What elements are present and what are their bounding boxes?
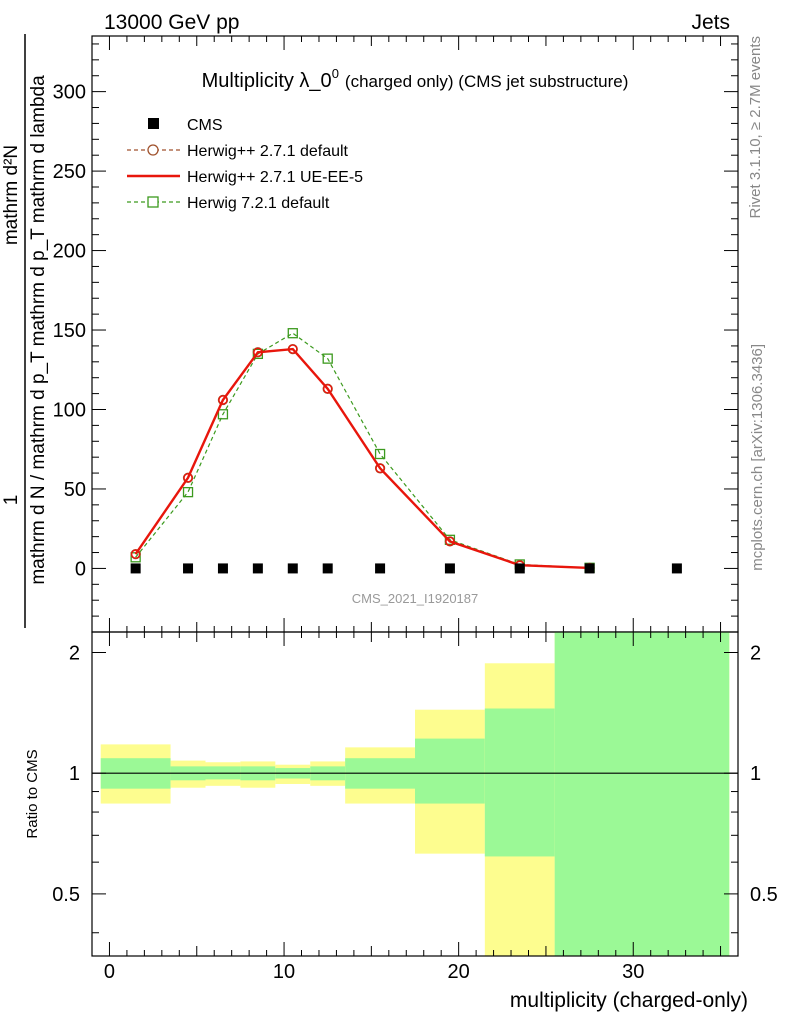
ratio-band-stat (415, 738, 485, 804)
legend-label-2: Herwig++ 2.7.1 UE-EE-5 (187, 169, 363, 186)
ratio-tick-label-left: 2 (69, 643, 80, 665)
legend-marker-square (147, 196, 159, 208)
ratio-tick-label-left: 0.5 (52, 884, 80, 906)
title-superscript: 0 (332, 66, 339, 81)
herwig7-marker (182, 486, 194, 498)
herwigpp-ueee5-marker (183, 473, 193, 483)
cms-data-point (584, 563, 595, 574)
ratio-band-stat (484, 708, 555, 857)
x-tick-label: 30 (622, 961, 644, 983)
cms-data-point (217, 563, 228, 574)
herwig7-marker (374, 448, 386, 460)
cms-data-point (444, 563, 455, 574)
herwigpp-ueee5-marker (323, 384, 333, 394)
side-label-bottom: mcplots.cern.ch [arXiv:1306.3436] (749, 344, 766, 571)
y-tick-label: 150 (53, 320, 86, 342)
herwig7-marker (287, 328, 298, 339)
y-tick-label: 50 (64, 479, 86, 501)
cms-data-point (130, 563, 141, 574)
herwigpp-ueee5-marker (445, 536, 455, 547)
ratio-bands (100, 632, 730, 956)
herwigpp-ueee5-marker (375, 463, 385, 473)
header-right: Jets (691, 11, 730, 34)
ratio-tick-label-right: 0.5 (750, 884, 778, 906)
ratio-panel: 0.5 0.5 1 1 2 2 0 10 20 30 Ratio to CMS multipli… (24, 631, 778, 1012)
x-tick-label: 10 (273, 961, 295, 983)
ratio-x-ticks: 0 10 20 30 (91, 632, 739, 983)
herwigpp-ueee5-marker (218, 395, 228, 405)
legend-label-0: CMS (187, 117, 223, 134)
ratio-frame (91, 631, 739, 957)
x-tick-label: 20 (448, 961, 470, 983)
herwigpp-ueee5-marker (130, 549, 141, 559)
y-tick-label: 100 (53, 399, 86, 421)
herwig7-marker (217, 409, 229, 420)
header-left: 13000 GeV pp (104, 11, 239, 34)
herwigpp-ueee5-marker (288, 344, 298, 354)
ratio-y-ticks: 0.5 0.5 1 1 2 2 (52, 643, 778, 934)
legend-marker-circle (147, 144, 159, 156)
cms-data-point (671, 563, 682, 574)
watermark: CMS_2021_I1920187 (352, 591, 479, 606)
main-y-ticks: 0 50 100 150 200 250 300 (53, 43, 738, 617)
series-line-2 (134, 347, 590, 570)
x-axis-label: multiplicity (charged-only) (510, 989, 748, 1012)
herwig7-marker (322, 353, 333, 364)
ratio-tick-label-right: 1 (750, 763, 761, 785)
y-axis-denominator: mathrm d N / mathrm d p_T mathrm d p_T m… (28, 75, 49, 585)
y-axis-numerator: 1 (1, 495, 22, 506)
cms-data-point (252, 563, 263, 574)
cms-data-point (322, 563, 333, 574)
y-axis-title: 1 mathrm d N / mathrm d p_T mathrm d p_T… (1, 34, 49, 628)
legend-label-3: Herwig 7.2.1 default (187, 195, 330, 212)
cms-data-point (514, 563, 525, 574)
ratio-tick-label-left: 1 (69, 763, 80, 785)
cms-data-point (287, 563, 298, 574)
cms-data-point (375, 563, 386, 574)
y-tick-label: 0 (75, 558, 86, 580)
title-text: Multiplicity λ_0 (202, 70, 332, 92)
side-label-top: Rivet 3.1.10, ≥ 2.7M events (747, 36, 764, 219)
herwigpp-ueee5-marker (253, 347, 263, 357)
y-axis-numerator-right: mathrm d²N (1, 145, 22, 245)
y-tick-label: 250 (53, 161, 86, 183)
y-tick-label: 300 (53, 82, 86, 104)
ratio-tick-label-right: 2 (750, 643, 761, 665)
legend-marker-cms (148, 118, 159, 129)
cms-data-point (183, 563, 194, 574)
ratio-band-stat (554, 632, 730, 956)
main-title: Multiplicity λ_00 (charged only) (CMS jet… (202, 66, 629, 92)
main-x-ticks (91, 36, 739, 632)
ratio-y-label: Ratio to CMS (24, 749, 41, 838)
title-suffix: (charged only) (CMS jet substructure) (345, 72, 628, 91)
y-tick-label: 200 (53, 241, 86, 263)
legend: CMS Herwig++ 2.7.1 default Herwig++ 2.7.1 … (127, 117, 363, 212)
legend-label-1: Herwig++ 2.7.1 default (187, 143, 349, 160)
x-tick-label: 0 (104, 961, 115, 983)
series-line-3 (135, 332, 590, 569)
main-series (130, 328, 682, 574)
